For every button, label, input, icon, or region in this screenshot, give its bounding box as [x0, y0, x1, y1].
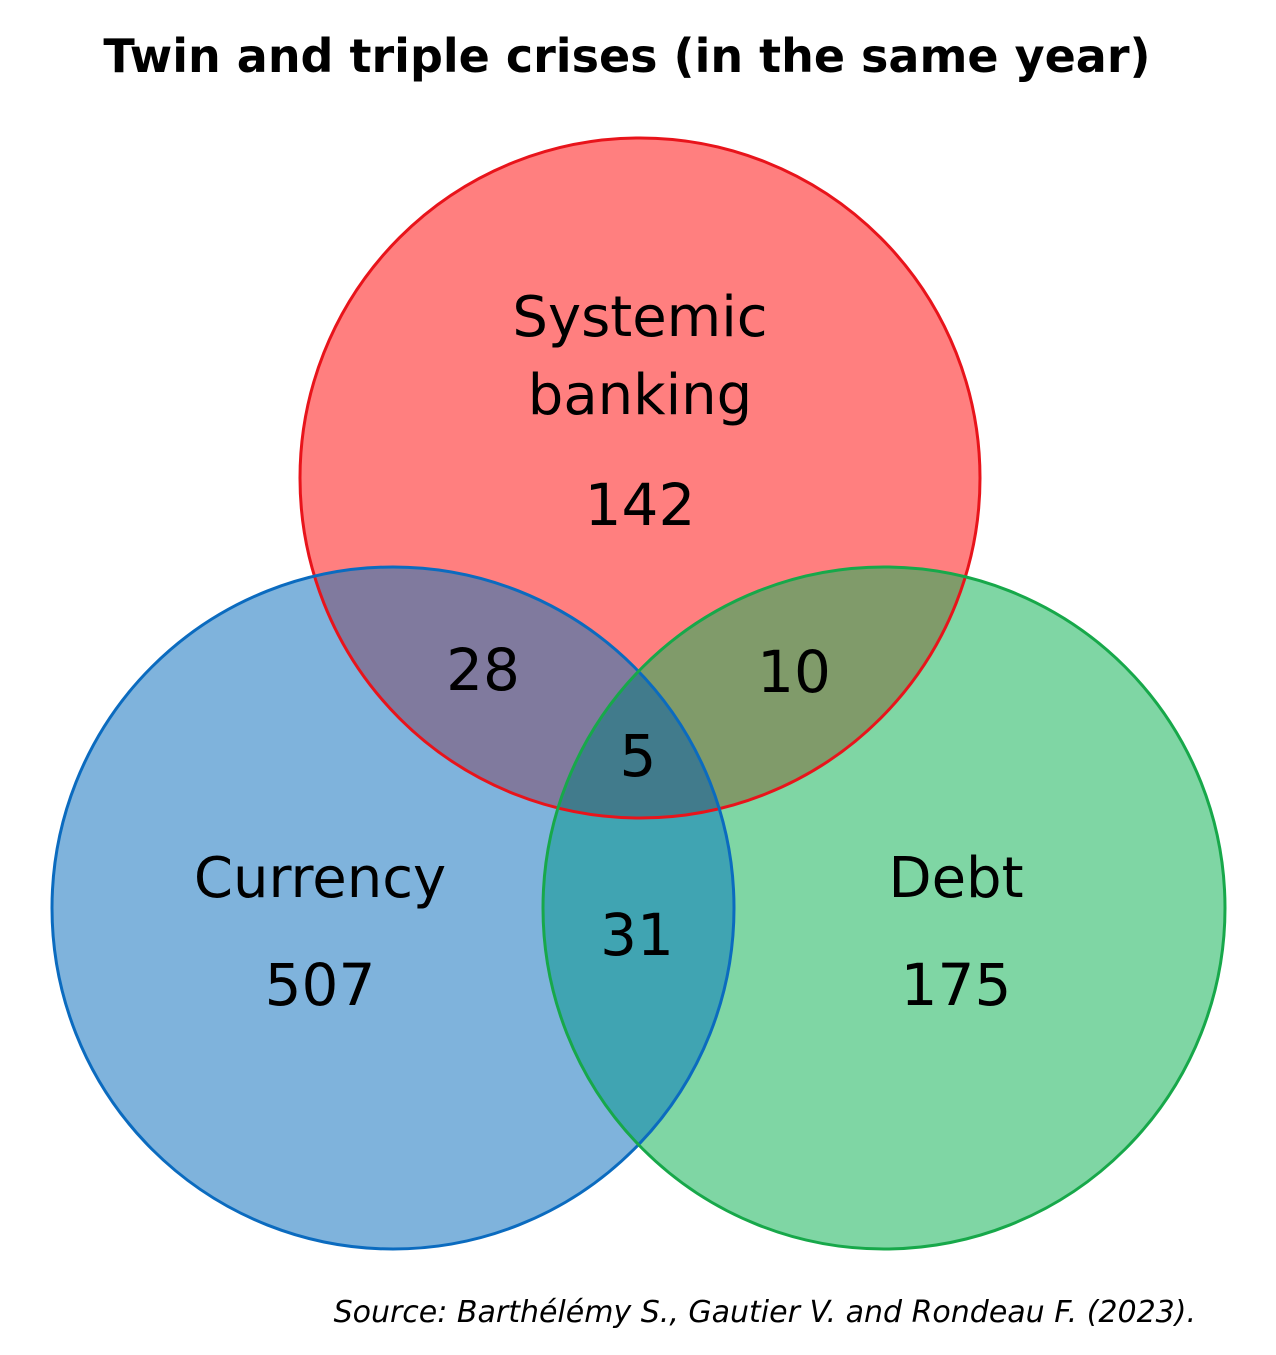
debt-circle-outline	[541, 565, 1227, 1251]
currency-label: Currency	[194, 846, 446, 911]
debt-label: Debt	[888, 846, 1023, 911]
source-note: Source: Barthélémy S., Gautier V. and Ro…	[334, 1295, 1196, 1330]
currency-circle-outline	[50, 565, 736, 1251]
banking-currency-count: 28	[446, 636, 520, 704]
currency-debt-count: 31	[600, 901, 674, 969]
banking-label-line2: banking	[528, 363, 752, 428]
triple-count: 5	[620, 722, 657, 790]
banking-label-line1: Systemic	[512, 285, 767, 350]
banking-currency-overlap	[300, 567, 734, 818]
banking-count: 142	[585, 471, 696, 539]
diagram-title: Twin and triple crises (in the same year…	[103, 29, 1150, 83]
banking-debt-overlap	[543, 567, 980, 818]
banking-debt-count: 10	[757, 638, 831, 706]
banking-circle-outline	[298, 136, 982, 820]
currency-count: 507	[265, 951, 376, 1019]
debt-count: 175	[901, 951, 1012, 1019]
